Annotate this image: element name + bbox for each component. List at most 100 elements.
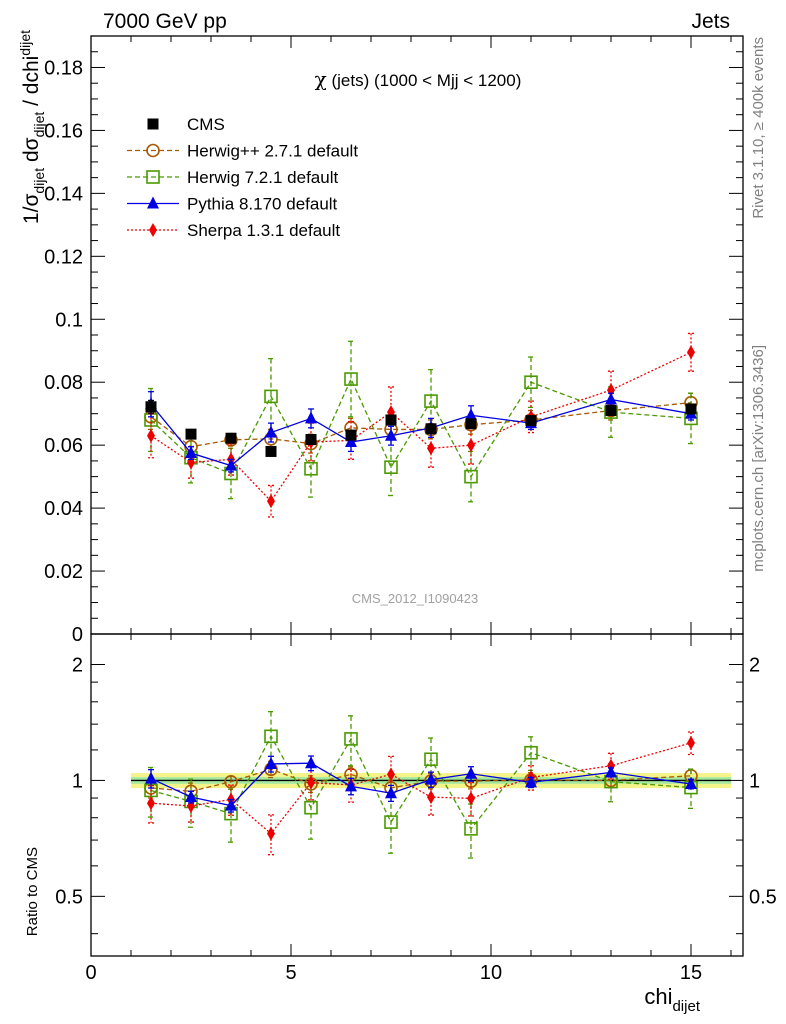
x-tick-label: 0 bbox=[85, 962, 96, 984]
data-point bbox=[147, 428, 155, 443]
series-pythia-8-170-default-ratio bbox=[145, 755, 697, 813]
y-tick-label-bottom-right: 1 bbox=[749, 770, 760, 792]
data-point bbox=[225, 432, 237, 444]
data-point bbox=[427, 441, 435, 456]
ratio-point bbox=[224, 774, 238, 789]
ylabel-sub-2: dijet bbox=[31, 112, 47, 138]
series-line bbox=[150, 351, 692, 503]
y-tick-label-bottom-right: 0.5 bbox=[749, 886, 777, 908]
y-tick-label-top: 0.06 bbox=[44, 435, 83, 457]
ylabel-sub-1: dijet bbox=[31, 168, 47, 194]
chart-title-symbol: χ bbox=[315, 67, 327, 91]
ratio-point bbox=[465, 766, 477, 779]
y-tick-label-top: 0.16 bbox=[44, 120, 83, 142]
watermark: CMS_2012_I1090423 bbox=[352, 591, 479, 606]
header-right: Jets bbox=[691, 10, 730, 33]
ratio-point bbox=[464, 822, 478, 836]
data-point bbox=[605, 392, 617, 405]
ratio-point bbox=[265, 756, 277, 769]
data-point bbox=[467, 438, 475, 453]
data-point bbox=[185, 446, 197, 459]
ylabel-part-2: dσ bbox=[20, 137, 43, 168]
ratio-point bbox=[267, 826, 275, 841]
y-axis-label-bottom: Ratio to CMS bbox=[24, 847, 41, 936]
ratio-point bbox=[387, 767, 395, 782]
ylabel-sub-3: dijet bbox=[17, 30, 33, 56]
x-tick-label: 5 bbox=[285, 962, 296, 984]
legend-marker bbox=[146, 143, 160, 158]
ratio-line bbox=[150, 742, 692, 835]
ratio-point bbox=[304, 800, 318, 815]
axes-layer: 0 5 10 15 0 0.02 0.04 0.06 0.08 0.1 0.12 0.14 0.16 0.… bbox=[44, 35, 777, 984]
ratio-point bbox=[305, 756, 317, 769]
y-tick-label-top: 0.12 bbox=[44, 246, 83, 268]
legend-label: CMS bbox=[187, 115, 225, 134]
data-point bbox=[465, 418, 477, 430]
ratio-point bbox=[687, 735, 695, 750]
ratio-point bbox=[427, 790, 435, 805]
y-tick-label-bottom: 2 bbox=[72, 654, 83, 676]
data-point bbox=[424, 394, 438, 408]
xlabel-sub: dijet bbox=[672, 998, 700, 1015]
legend-entry: CMS bbox=[147, 115, 225, 134]
legend-entry: Pythia 8.170 default bbox=[127, 195, 338, 214]
y-tick-label-top: 0.04 bbox=[44, 498, 83, 520]
data-point bbox=[305, 411, 317, 424]
data-point bbox=[345, 435, 357, 448]
data-point bbox=[425, 423, 437, 435]
legend: CMS Herwig++ 2.7.1 default Herwig 7.2.1 de… bbox=[127, 115, 358, 240]
ratio-point bbox=[385, 786, 397, 799]
ratio-point bbox=[145, 771, 157, 784]
ratio-point bbox=[307, 775, 315, 790]
legend-label: Herwig++ 2.7.1 default bbox=[187, 142, 358, 161]
x-tick-label: 15 bbox=[680, 962, 702, 984]
series-line bbox=[150, 398, 692, 467]
y-tick-label-bottom-right: 2 bbox=[749, 654, 760, 676]
legend-label: Herwig 7.2.1 default bbox=[187, 168, 338, 187]
ylabel-part-3: / dchi bbox=[20, 56, 43, 112]
ratio-point bbox=[344, 732, 358, 746]
y-axis-label-top: 1/σdijet dσdijet / dchidijet bbox=[17, 30, 47, 224]
ratio-line bbox=[150, 762, 692, 807]
series-herwig-7-2-1-default-top bbox=[144, 340, 698, 503]
ratio-point bbox=[345, 779, 357, 792]
data-point bbox=[384, 460, 398, 474]
legend-entry: Herwig 7.2.1 default bbox=[127, 168, 338, 187]
y-tick-label-top: 0.18 bbox=[44, 57, 83, 79]
ratio-point bbox=[147, 796, 155, 811]
ratio-point bbox=[424, 752, 438, 767]
ratio-point bbox=[685, 776, 697, 789]
ratio-point bbox=[384, 815, 398, 829]
ratio-point bbox=[605, 765, 617, 778]
legend-label: Sherpa 1.3.1 default bbox=[187, 221, 340, 240]
ratio-point bbox=[264, 729, 278, 744]
ylabel-part-1: 1/σ bbox=[20, 194, 43, 225]
data-point bbox=[267, 494, 275, 509]
y-tick-label-top: 0.02 bbox=[44, 561, 83, 583]
data-point bbox=[464, 469, 478, 484]
data-point bbox=[687, 345, 695, 360]
data-point bbox=[264, 389, 278, 404]
legend-entry: Sherpa 1.3.1 default bbox=[127, 221, 340, 240]
data-point bbox=[385, 414, 397, 426]
rivet-label: Rivet 3.1.10, ≥ 400k events bbox=[750, 37, 767, 219]
data-point bbox=[265, 445, 277, 457]
x-axis-label: chidijet bbox=[644, 984, 700, 1015]
y-tick-label-bottom: 0.5 bbox=[55, 886, 83, 908]
ratio-point bbox=[467, 791, 475, 806]
data-point bbox=[225, 458, 237, 471]
series-cms-top bbox=[145, 399, 697, 457]
legend-marker bbox=[149, 223, 157, 237]
data-point bbox=[304, 461, 318, 476]
bottom-panel-frame bbox=[90, 633, 744, 957]
data-point bbox=[465, 408, 477, 421]
y-tick-label-top: 0.1 bbox=[55, 309, 83, 331]
y-tick-label-bottom: 1 bbox=[72, 770, 83, 792]
legend-entry: Herwig++ 2.7.1 default bbox=[127, 142, 358, 161]
x-tick-label: 10 bbox=[480, 962, 502, 984]
series-sherpa-1-3-1-default-top bbox=[147, 332, 695, 518]
legend-marker bbox=[147, 118, 159, 130]
data-point bbox=[344, 372, 358, 386]
legend-label: Pythia 8.170 default bbox=[187, 195, 338, 214]
